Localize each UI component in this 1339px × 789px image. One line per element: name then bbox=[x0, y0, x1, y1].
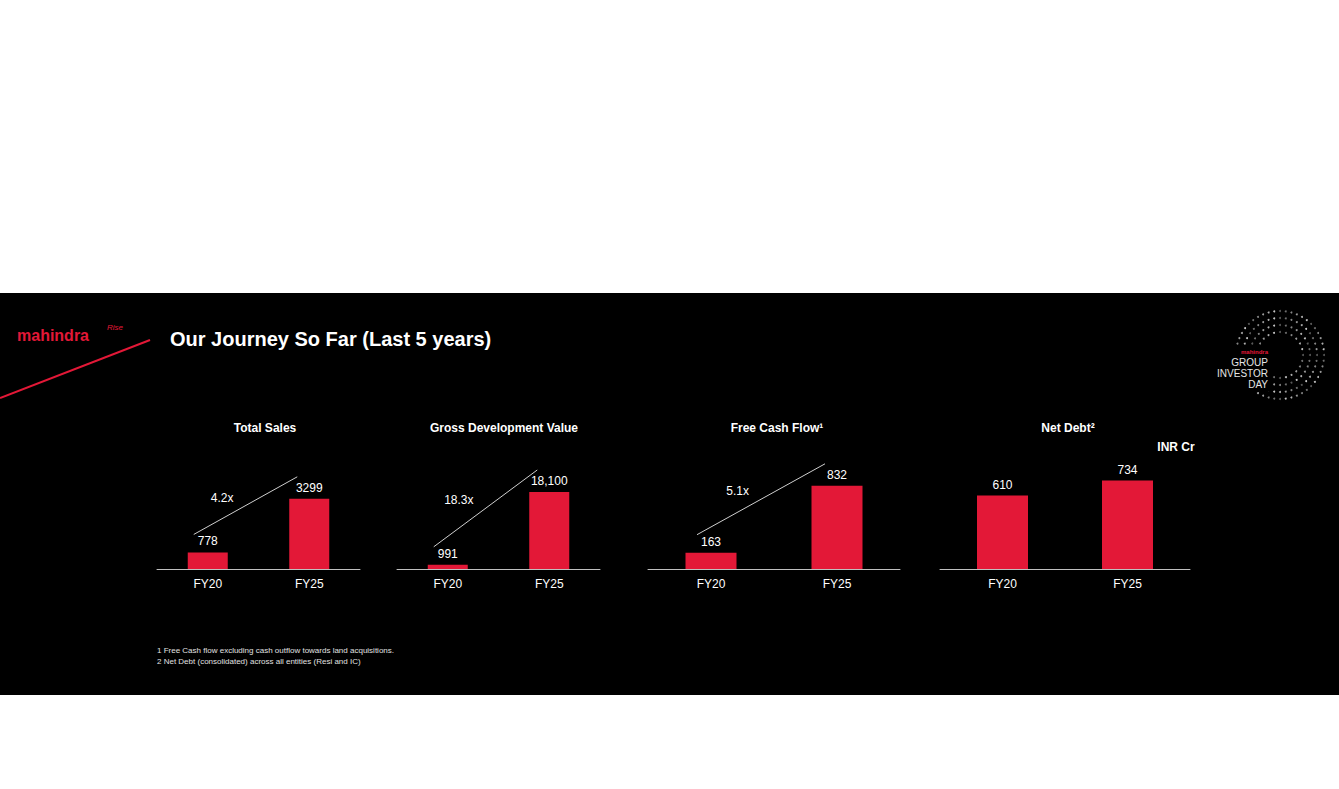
svg-text:734: 734 bbox=[1117, 463, 1137, 477]
svg-text:GROUP: GROUP bbox=[1231, 357, 1268, 368]
svg-text:1 Free Cash flow excluding cas: 1 Free Cash flow excluding cash outflow … bbox=[157, 646, 394, 655]
svg-text:FY25: FY25 bbox=[295, 577, 324, 591]
svg-text:778: 778 bbox=[198, 534, 218, 548]
svg-text:FY25: FY25 bbox=[535, 577, 564, 591]
svg-text:Gross Development Value: Gross Development Value bbox=[430, 421, 578, 435]
svg-text:4.2x: 4.2x bbox=[211, 491, 234, 505]
svg-text:610: 610 bbox=[992, 478, 1012, 492]
svg-text:991: 991 bbox=[438, 547, 458, 561]
svg-text:18.3x: 18.3x bbox=[444, 493, 473, 507]
svg-text:Our Journey So Far (Last 5 yea: Our Journey So Far (Last 5 years) bbox=[170, 328, 491, 350]
svg-text:FY20: FY20 bbox=[433, 577, 462, 591]
svg-text:832: 832 bbox=[827, 468, 847, 482]
svg-text:3299: 3299 bbox=[296, 481, 323, 495]
svg-text:FY20: FY20 bbox=[193, 577, 222, 591]
svg-text:mahindra: mahindra bbox=[17, 327, 89, 344]
svg-text:FY20: FY20 bbox=[988, 577, 1017, 591]
svg-text:FY25: FY25 bbox=[823, 577, 852, 591]
svg-text:Total Sales: Total Sales bbox=[234, 421, 297, 435]
svg-text:18,100: 18,100 bbox=[531, 474, 568, 488]
svg-text:Net Debt²: Net Debt² bbox=[1041, 421, 1094, 435]
svg-text:INR Cr: INR Cr bbox=[1157, 440, 1195, 454]
svg-text:DAY: DAY bbox=[1248, 379, 1268, 390]
svg-text:Free Cash Flow¹: Free Cash Flow¹ bbox=[731, 421, 824, 435]
svg-text:mahindra: mahindra bbox=[1241, 349, 1269, 355]
svg-text:163: 163 bbox=[701, 535, 721, 549]
svg-text:INVESTOR: INVESTOR bbox=[1217, 368, 1268, 379]
svg-text:2 Net Debt (consolidated) acro: 2 Net Debt (consolidated) across all ent… bbox=[157, 657, 361, 666]
svg-text:FY25: FY25 bbox=[1113, 577, 1142, 591]
svg-text:FY20: FY20 bbox=[697, 577, 726, 591]
svg-text:5.1x: 5.1x bbox=[726, 484, 749, 498]
svg-text:Rise: Rise bbox=[107, 323, 124, 332]
